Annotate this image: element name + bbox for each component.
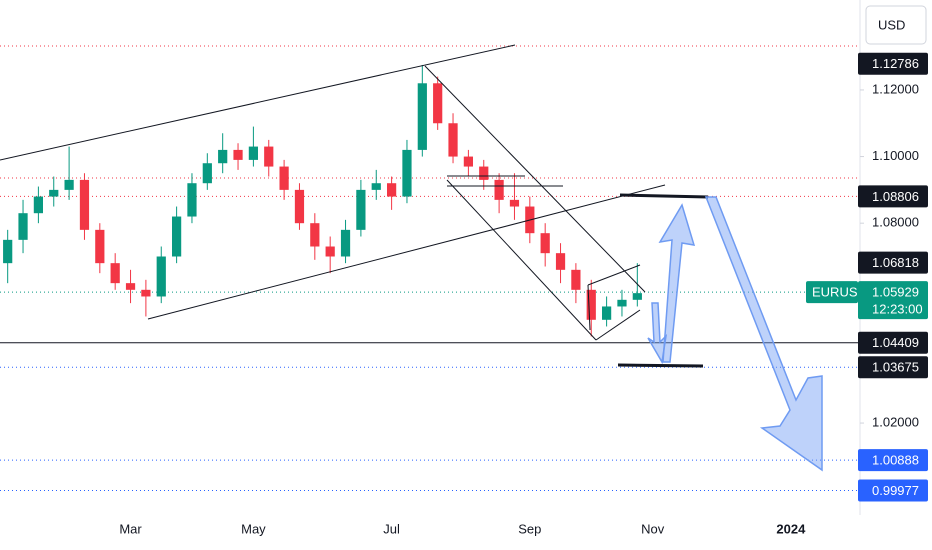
candle-body xyxy=(79,179,90,230)
y-tick-label: 1.08000 xyxy=(872,215,919,230)
x-tick-label: May xyxy=(241,521,266,536)
candle-body xyxy=(325,246,335,257)
candle-body xyxy=(279,166,289,190)
price-label-box xyxy=(858,356,928,379)
candle-body xyxy=(310,223,320,247)
candle-body xyxy=(218,149,228,164)
symbol-label: EURUSD xyxy=(812,285,867,300)
x-tick-label: Jul xyxy=(383,521,400,536)
candle-body xyxy=(417,83,427,150)
candle-body xyxy=(110,263,120,284)
candle-body xyxy=(248,146,258,160)
symbol-box xyxy=(806,281,858,304)
currency: USD xyxy=(878,17,905,32)
y-tick-label: 1.02000 xyxy=(872,414,919,429)
candle-body xyxy=(479,166,489,180)
candle-body xyxy=(340,229,351,257)
price-label-box xyxy=(858,52,928,75)
price-label: 1.00888 xyxy=(872,453,919,468)
arrows xyxy=(647,196,823,472)
candle-body xyxy=(294,189,305,224)
candle-body xyxy=(18,213,28,240)
candle-body xyxy=(402,149,412,197)
candle-body xyxy=(264,146,274,167)
candle-body xyxy=(141,289,151,297)
wedge-line xyxy=(595,309,641,341)
x-tick-label: Sep xyxy=(518,521,541,536)
price-label-box xyxy=(858,185,928,208)
drawings xyxy=(0,44,709,368)
candle-body xyxy=(3,239,13,264)
trend-line xyxy=(147,184,666,320)
candle-body xyxy=(540,233,550,254)
price-label: 1.06818 xyxy=(872,255,919,270)
target-line xyxy=(619,193,709,199)
target-line xyxy=(617,363,704,368)
arrow xyxy=(704,196,823,472)
candle-body xyxy=(433,83,443,124)
wedge-line xyxy=(587,264,641,286)
candle-body xyxy=(156,256,166,297)
axis: 1.02000 1.08000 1.10000 1.12000 Mar May Jul Sep… xyxy=(119,52,928,536)
candles xyxy=(3,64,642,337)
candle-body xyxy=(602,306,612,320)
candle-body xyxy=(571,269,581,290)
candle-body xyxy=(356,189,366,230)
price-label-box xyxy=(858,449,928,472)
price-label: 1.12786 xyxy=(872,56,919,71)
candle-body xyxy=(555,253,566,270)
candle-body xyxy=(371,183,381,190)
trend-line xyxy=(0,44,516,161)
candle-body xyxy=(463,156,473,167)
price-label: 1.03675 xyxy=(872,360,919,375)
arrow xyxy=(647,302,668,365)
price-label: 0.99977 xyxy=(872,483,919,498)
price-label-box xyxy=(858,251,928,274)
trend-line xyxy=(424,65,646,293)
currency-box xyxy=(865,5,927,45)
wedge-line xyxy=(587,284,591,331)
x-tick-label: Mar xyxy=(119,521,142,536)
candle-body xyxy=(632,293,642,300)
levels xyxy=(0,195,860,491)
candle-body xyxy=(49,189,59,197)
candle-body xyxy=(202,163,212,184)
arrow xyxy=(658,203,696,363)
candle-body xyxy=(387,183,397,197)
x-tick-label: 2024 xyxy=(776,521,806,536)
candle-body xyxy=(233,149,243,160)
y-tick-label: 1.12000 xyxy=(872,81,919,96)
price-label: 1.08806 xyxy=(872,189,919,204)
candle-body xyxy=(64,179,74,190)
trend-line xyxy=(446,179,597,341)
current-price-box xyxy=(858,281,928,320)
y-tick-label: 1.10000 xyxy=(872,148,919,163)
candle-body xyxy=(617,299,627,307)
x-tick-label: Nov xyxy=(641,521,665,536)
candle-body xyxy=(586,289,596,320)
candle-body xyxy=(509,199,520,207)
candle-body xyxy=(95,229,105,264)
candle-body xyxy=(125,283,136,290)
price-label-box xyxy=(858,331,928,354)
price-label-box xyxy=(858,479,928,502)
price-label: 1.04409 xyxy=(872,335,919,350)
candle-body xyxy=(33,196,43,214)
current-price: 1.05929 xyxy=(872,285,919,300)
candle-body xyxy=(187,183,197,217)
candle-body xyxy=(494,179,504,200)
candle-body xyxy=(448,123,458,157)
candle-body xyxy=(172,216,182,257)
countdown: 12:23:00 xyxy=(872,302,923,317)
